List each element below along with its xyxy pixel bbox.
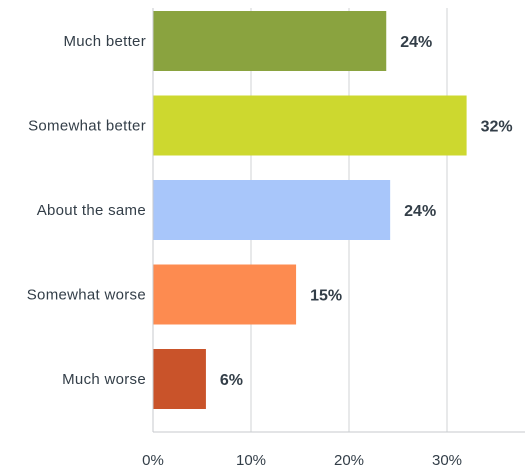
- bar-about-the-same: [153, 180, 391, 240]
- label-layer: Much better 24% Somewhat better 32% About th…: [27, 33, 513, 389]
- bar-layer: [153, 11, 467, 409]
- x-tick-label: 10%: [236, 452, 266, 469]
- x-tick-label: 0%: [142, 452, 164, 469]
- bar-much-worse: [153, 349, 206, 409]
- category-label: Much better: [63, 33, 146, 50]
- data-label: 24%: [400, 34, 432, 51]
- category-label: Somewhat worse: [27, 287, 146, 304]
- data-label: 32%: [481, 119, 513, 136]
- bar-somewhat-better: [153, 95, 467, 156]
- category-label: Somewhat better: [28, 118, 146, 135]
- category-label: Much worse: [62, 371, 146, 388]
- x-tick-label: 30%: [432, 452, 462, 469]
- data-label: 24%: [404, 203, 436, 220]
- axis-layer: 0% 10% 20% 30%: [142, 8, 525, 469]
- bar-much-better: [153, 11, 387, 71]
- data-label: 15%: [310, 288, 342, 305]
- data-label: 6%: [220, 372, 243, 389]
- bar-somewhat-worse: [153, 264, 297, 325]
- x-tick-label: 20%: [334, 452, 364, 469]
- category-label: About the same: [37, 202, 146, 219]
